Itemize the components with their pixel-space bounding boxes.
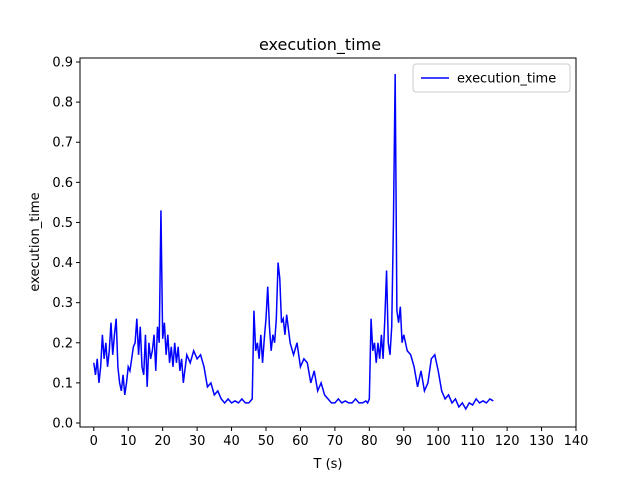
y-tick-label: 0.7 [52, 136, 73, 151]
plot-area [79, 57, 577, 428]
legend-entry-execution-time: execution_time [457, 72, 556, 87]
y-tick-label: 0.8 [52, 96, 73, 111]
x-tick-label: 70 [327, 434, 344, 449]
x-tick-label: 60 [292, 434, 309, 449]
x-tick-label: 20 [154, 434, 171, 449]
chart-title: execution_time [259, 35, 381, 55]
x-tick-label: 0 [90, 434, 98, 449]
y-tick-label: 0.6 [52, 176, 73, 191]
x-tick-label: 40 [223, 434, 240, 449]
x-tick-label: 90 [396, 434, 413, 449]
y-tick-label: 0.0 [52, 416, 73, 431]
y-tick-label: 0.9 [52, 56, 73, 71]
y-tick-label: 0.2 [52, 336, 73, 351]
x-tick-label: 50 [258, 434, 275, 449]
legend: execution_time [412, 63, 571, 93]
y-tick-label: 0.5 [52, 216, 73, 231]
x-tick-label: 30 [189, 434, 206, 449]
axes-frame [79, 57, 577, 428]
x-tick-label: 10 [120, 434, 137, 449]
x-tick-label: 120 [495, 434, 520, 449]
x-tick-label: 130 [529, 434, 554, 449]
y-axis: 0.0 0.1 0.2 0.3 0.4 0.5 0.6 0.7 0.8 0.9 [52, 56, 80, 431]
x-tick-label: 100 [426, 434, 451, 449]
legend-box [412, 63, 571, 93]
x-tick-label: 80 [361, 434, 378, 449]
y-tick-label: 0.4 [52, 256, 73, 271]
x-tick-label: 110 [460, 434, 485, 449]
x-axis-label: T (s) [313, 457, 343, 472]
y-axis-label: execution_time [28, 192, 43, 291]
x-axis: 0 10 20 30 40 50 60 70 80 90 100 110 120 130 140 [90, 427, 589, 449]
series-line-execution-time [93, 74, 494, 411]
x-tick-label: 140 [564, 434, 589, 449]
y-tick-label: 0.1 [52, 376, 73, 391]
y-tick-label: 0.3 [52, 296, 73, 311]
